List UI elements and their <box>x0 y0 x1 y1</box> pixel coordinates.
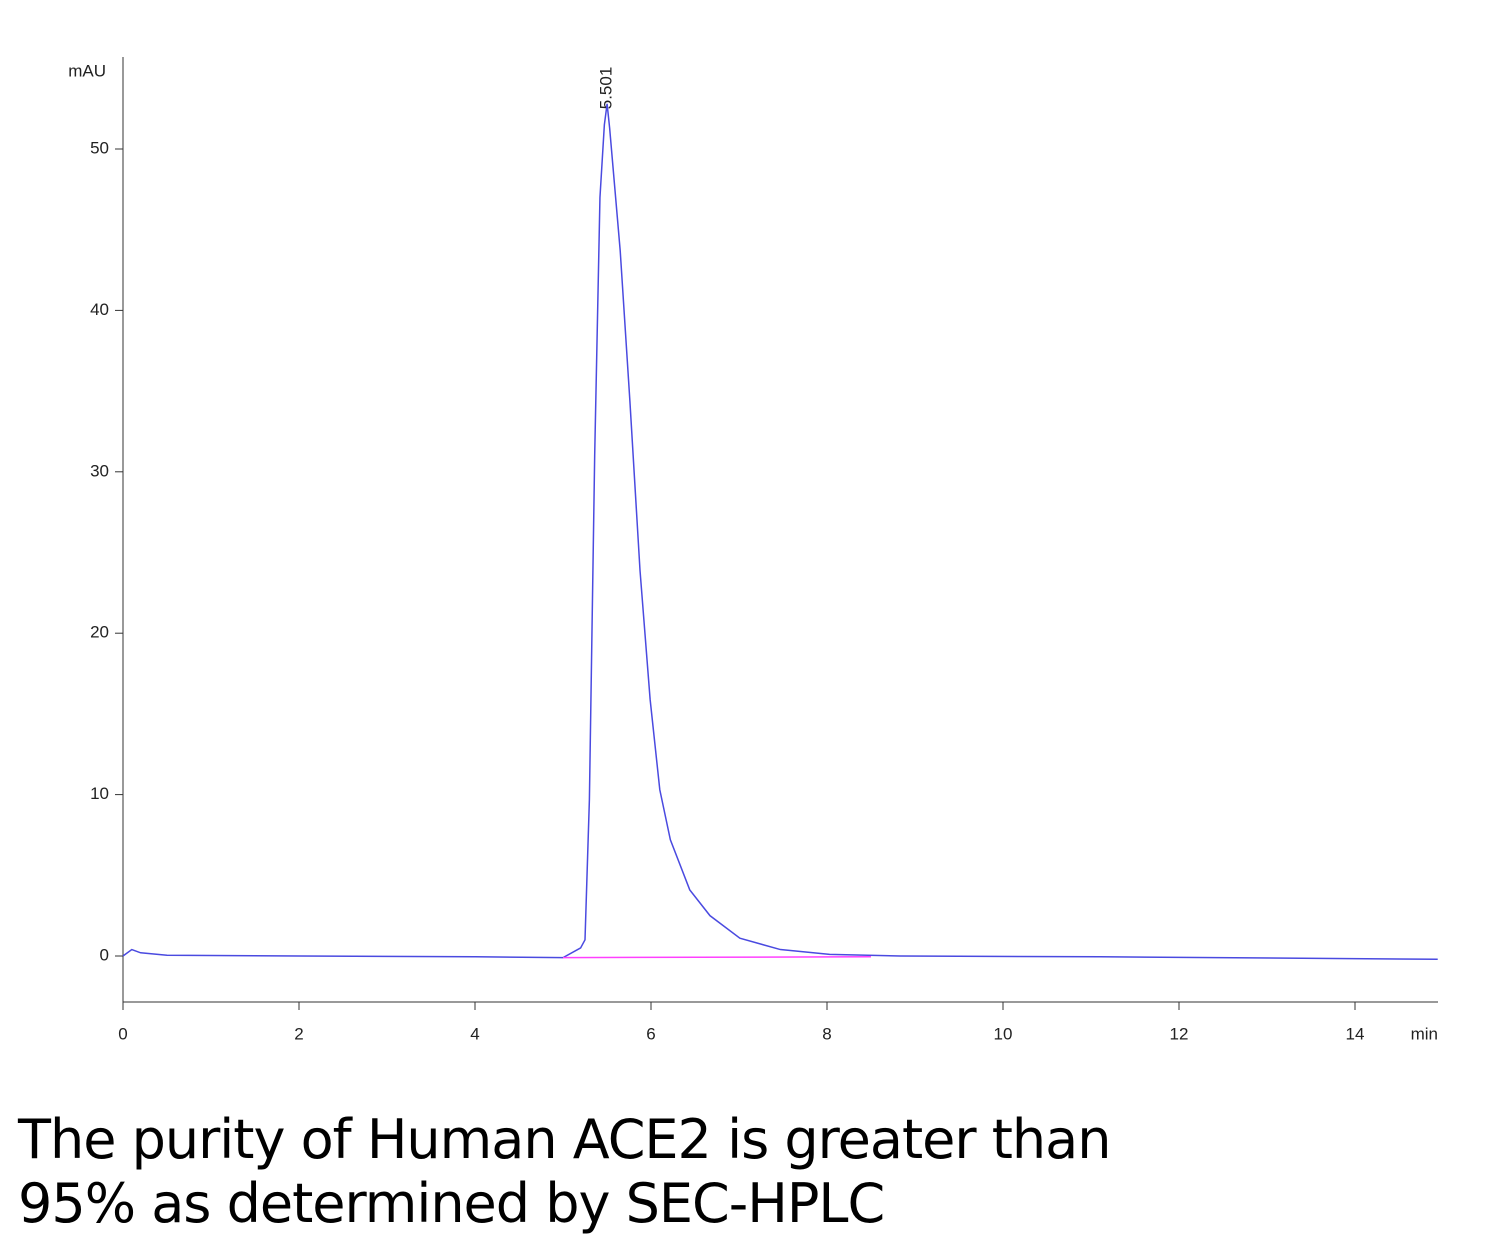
caption: The purity of Human ACE2 is greater than… <box>18 1108 1111 1236</box>
x-tick-label: 14 <box>1346 1024 1365 1043</box>
trace <box>122 103 1438 960</box>
y-tick-label: 10 <box>90 784 109 803</box>
x-tick-label: 10 <box>994 1024 1013 1043</box>
peak-label: 5.501 <box>597 67 616 110</box>
y-unit: mAU <box>68 61 106 80</box>
y-tick-label: 50 <box>90 138 109 157</box>
caption-line: 95% as determined by SEC-HPLC <box>18 1172 885 1235</box>
x-tick-label: 6 <box>646 1024 655 1043</box>
x-unit: min <box>1411 1024 1438 1043</box>
x-tick-label: 2 <box>294 1024 303 1043</box>
y-tick-label: 40 <box>90 300 109 319</box>
y-tick-label: 20 <box>90 623 109 642</box>
y-tick-label: 30 <box>90 461 109 480</box>
x-tick-label: 8 <box>822 1024 831 1043</box>
x-tick-label: 0 <box>118 1024 127 1043</box>
trace <box>562 956 872 959</box>
y-tick-label: 0 <box>100 945 109 964</box>
caption-line: The purity of Human ACE2 is greater than <box>18 1108 1111 1171</box>
x-tick-label: 4 <box>470 1024 479 1043</box>
chart: 0 10 20 30 40 50 0 2 4 6 8 10 12 14 mAU min 5.501 <box>68 57 1438 1043</box>
x-tick-label: 12 <box>1170 1024 1189 1043</box>
